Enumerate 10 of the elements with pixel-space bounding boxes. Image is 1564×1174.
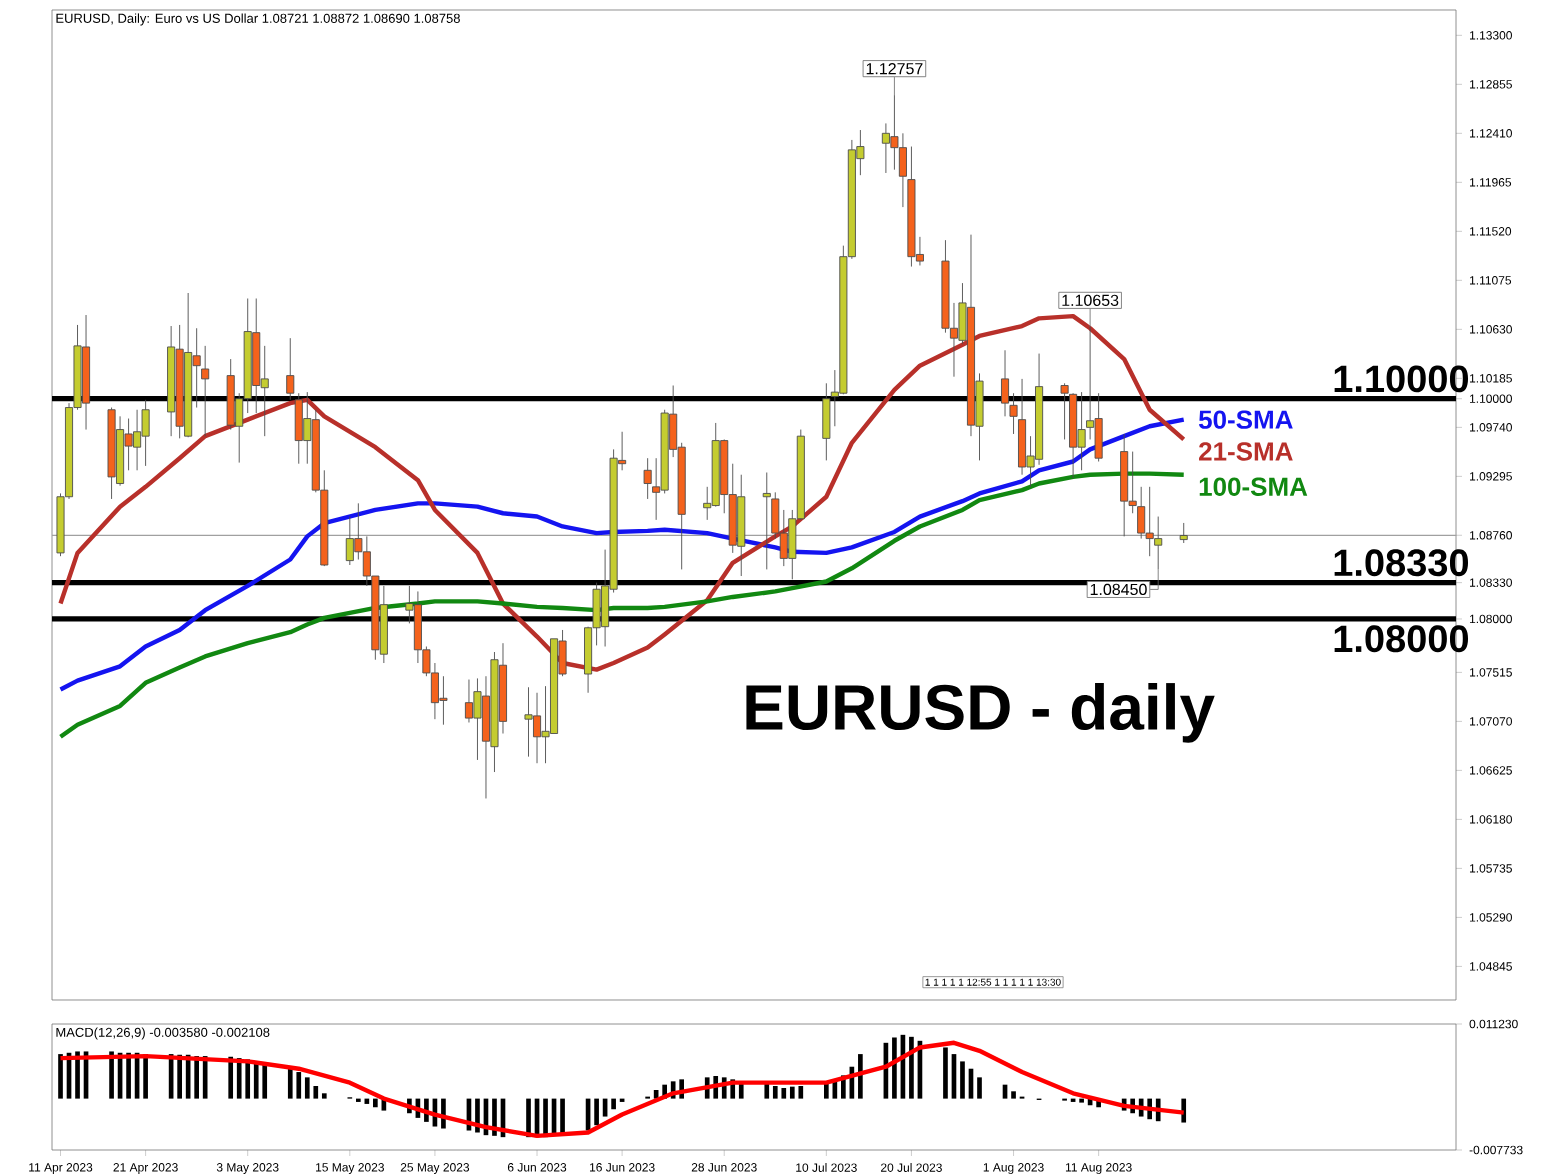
series-label: 100-SMA <box>1199 477 1308 496</box>
annotation: 1.12757 <box>866 62 923 75</box>
ref-line-label: 1.10000 <box>1334 365 1469 393</box>
annotation: EURUSD - daily <box>746 683 1215 743</box>
series-label: 21-SMA <box>1199 442 1293 461</box>
series-label: 50-SMA <box>1198 410 1293 429</box>
ref-line-label: 1.08330 <box>1334 549 1469 577</box>
annotation: 1.10653 <box>1062 294 1119 307</box>
ref-line-label: 1.08000 <box>1334 625 1469 653</box>
annotation: 1.08450 <box>1090 583 1147 596</box>
